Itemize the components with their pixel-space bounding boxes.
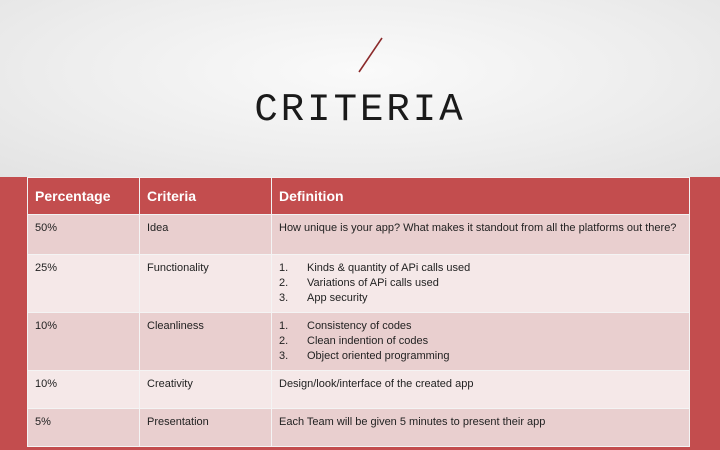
definition-cell: Design/look/interface of the created app [271, 370, 690, 409]
percentage-cell: 10% [27, 370, 140, 409]
table-header-row: Percentage Criteria Definition [27, 177, 690, 215]
list-item: 2. Clean indention of codes [279, 334, 682, 349]
slash-decoration [358, 37, 383, 73]
list-text: Kinds & quantity of APi calls used [307, 262, 471, 274]
list-text: Clean indention of codes [307, 335, 429, 347]
header-definition: Definition [271, 177, 690, 215]
list-number: 1. [279, 262, 289, 274]
list-number: 2. [279, 335, 289, 347]
definition-list: 1. Consistency of codes 2. Clean indention… [279, 319, 682, 364]
criteria-cell: Functionality [139, 254, 272, 313]
list-number: 3. [279, 350, 289, 362]
criteria-cell: Creativity [139, 370, 272, 409]
table-row: 25% Functionality 1. Kinds & quantity of … [27, 254, 690, 313]
list-item: 3. App security [279, 291, 682, 306]
definition-list: 1. Kinds & quantity of APi calls used 2. V… [279, 261, 682, 306]
list-text: Consistency of codes [307, 320, 412, 332]
criteria-cell: Cleanliness [139, 312, 272, 371]
list-text: App security [307, 292, 368, 304]
percentage-cell: 50% [27, 214, 140, 255]
percentage-cell: 25% [27, 254, 140, 313]
percentage-cell: 5% [27, 408, 140, 447]
criteria-cell: Presentation [139, 408, 272, 447]
definition-cell: 1. Consistency of codes 2. Clean indention… [271, 312, 690, 371]
list-number: 3. [279, 292, 289, 304]
list-item: 3. Object oriented programming [279, 349, 682, 364]
definition-cell: Each Team will be given 5 minutes to pre… [271, 408, 690, 447]
table-row: 50% Idea How unique is your app? What ma… [27, 214, 690, 255]
list-item: 1. Consistency of codes [279, 319, 682, 334]
definition-cell: 1. Kinds & quantity of APi calls used 2. V… [271, 254, 690, 313]
list-text: Variations of APi calls used [307, 277, 439, 289]
table-row: 10% Cleanliness 1. Consistency of codes 2… [27, 312, 690, 371]
header-criteria: Criteria [139, 177, 272, 215]
definition-cell: How unique is your app? What makes it st… [271, 214, 690, 255]
list-item: 1. Kinds & quantity of APi calls used [279, 261, 682, 276]
criteria-cell: Idea [139, 214, 272, 255]
slide-title: CRITERIA [254, 88, 466, 132]
header-percentage: Percentage [27, 177, 140, 215]
percentage-cell: 10% [27, 312, 140, 371]
title-area: CRITERIA [0, 0, 720, 177]
list-item: 2. Variations of APi calls used [279, 276, 682, 291]
list-number: 1. [279, 320, 289, 332]
list-number: 2. [279, 277, 289, 289]
criteria-table: Percentage Criteria Definition 50% Idea … [27, 177, 690, 447]
list-text: Object oriented programming [307, 350, 450, 362]
table-row: 5% Presentation Each Team will be given … [27, 408, 690, 447]
table-row: 10% Creativity Design/look/interface of … [27, 370, 690, 409]
